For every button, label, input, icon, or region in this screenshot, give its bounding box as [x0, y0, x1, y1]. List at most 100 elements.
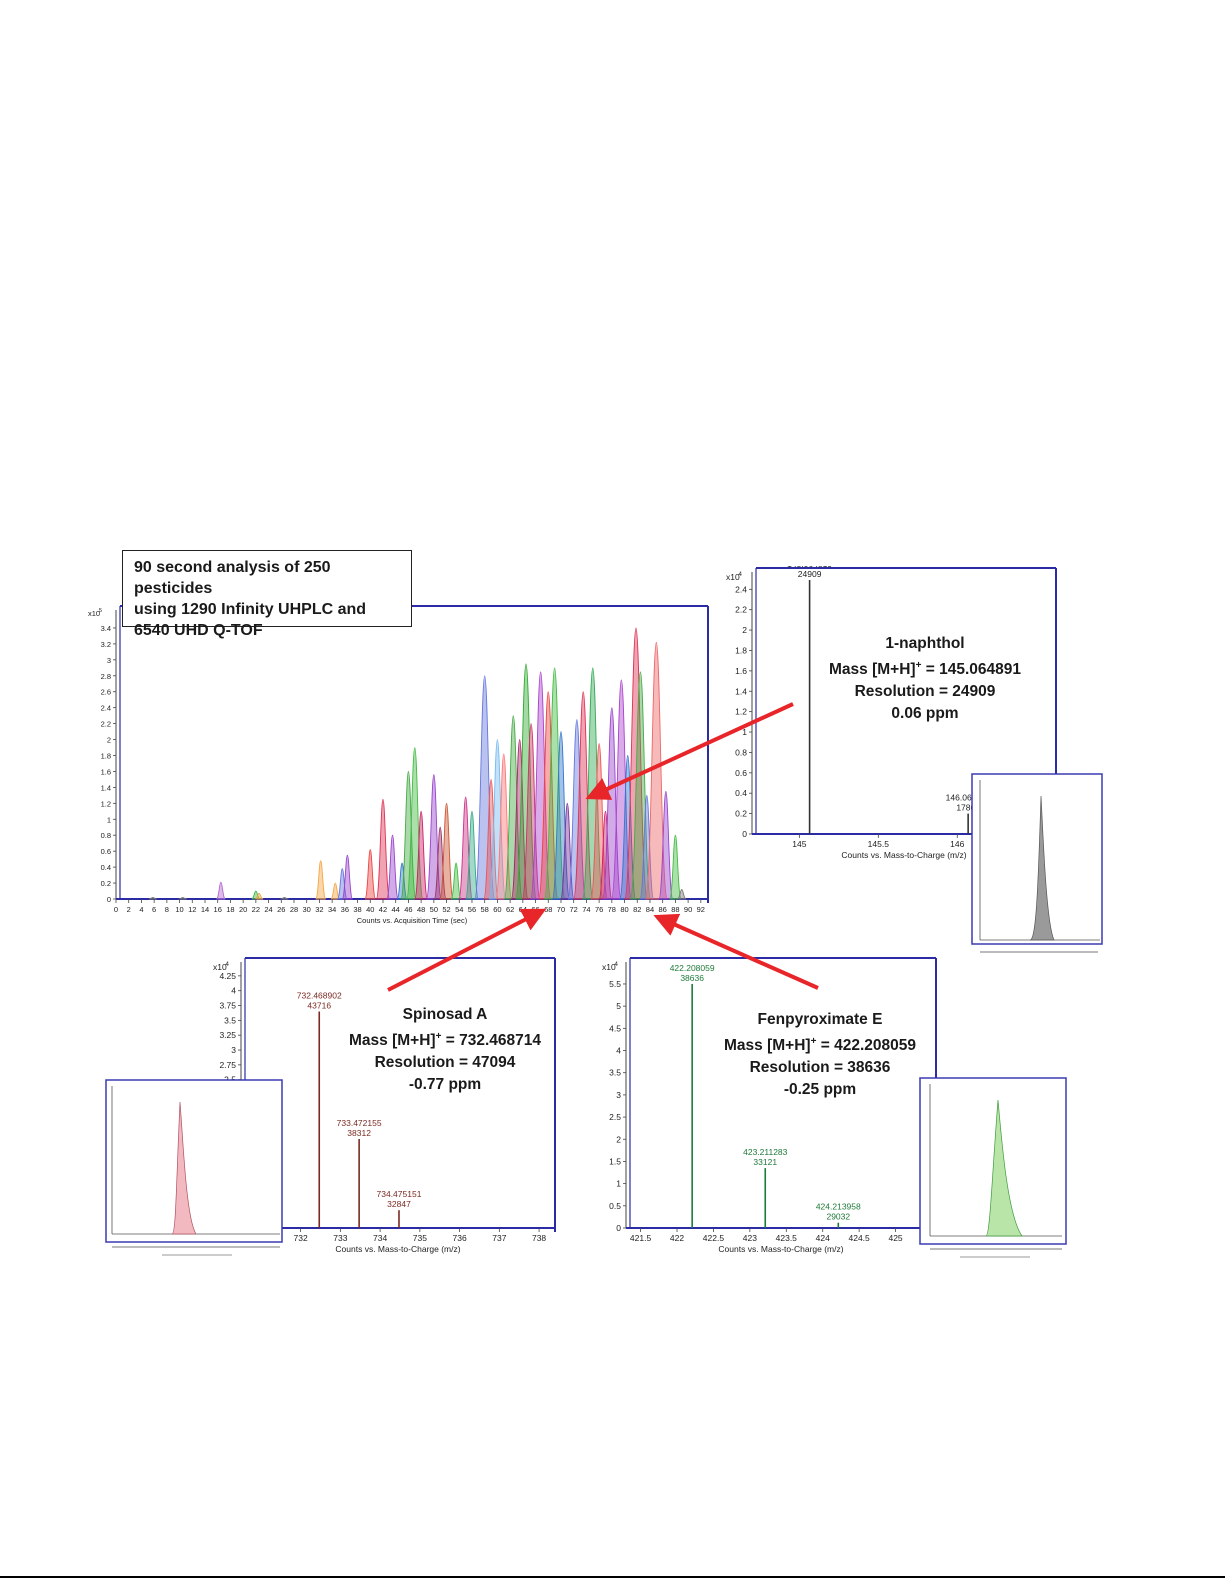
fenpyroximate-mass: Mass [M+H]+ = 422.208059	[724, 1036, 916, 1055]
x-tick-label: 738	[532, 1233, 546, 1243]
tic-peak	[567, 719, 587, 900]
y-tick-label: 3	[616, 1090, 621, 1100]
x-tick-label: 72	[570, 905, 578, 914]
x-tick-label: 2	[127, 905, 131, 914]
fenpyroximate-annotation: Fenpyroximate E Mass [M+H]+ = 422.208059…	[695, 1009, 945, 1101]
x-tick-label: 12	[188, 905, 196, 914]
y-scale-label: x10	[726, 572, 740, 582]
y-scale-exponent: 4	[738, 571, 742, 578]
x-tick-label: 8	[165, 905, 169, 914]
x-tick-label: 146	[950, 839, 964, 849]
x-tick-label: 424	[816, 1233, 830, 1243]
tic-peak	[315, 860, 327, 900]
x-tick-label: 52	[442, 905, 450, 914]
peak-resolution-label: 32847	[387, 1199, 411, 1209]
spinosad-mass: Mass [M+H]+ = 732.468714	[349, 1031, 541, 1050]
x-tick-label: 734	[373, 1233, 387, 1243]
y-tick-label: 2.2	[735, 605, 747, 615]
tic-peak	[474, 675, 496, 900]
y-tick-label: 1.8	[735, 645, 747, 655]
y-tick-label: 3	[107, 656, 111, 665]
tic-peak	[400, 770, 417, 900]
tic-peak	[254, 892, 264, 900]
tic-peak	[538, 691, 559, 900]
y-tick-label: 0.6	[101, 847, 111, 856]
spinosad-eic-inset	[105, 1079, 283, 1256]
x-tick-label: 84	[646, 905, 654, 914]
x-axis-label: Counts vs. Mass-to-Charge (m/z)	[718, 1244, 843, 1254]
y-tick-label: 2.5	[609, 1112, 621, 1122]
y-tick-label: 0.4	[101, 863, 111, 872]
x-tick-label: 82	[633, 905, 641, 914]
spinosad-annotation: Spinosad A Mass [M+H]+ = 732.468714 Reso…	[320, 1004, 570, 1096]
x-tick-label: 421.5	[630, 1233, 652, 1243]
peak-mz-label: 423.211283	[743, 1147, 788, 1157]
tic-peak	[515, 663, 537, 900]
x-axis-label: Counts vs. Mass-to-Charge (m/z)	[841, 850, 966, 860]
y-tick-label: 3.4	[101, 624, 111, 633]
x-tick-label: 22	[252, 905, 260, 914]
y-tick-label: 1.5	[609, 1156, 621, 1166]
y-tick-label: 1	[742, 727, 747, 737]
x-tick-label: 14	[201, 905, 209, 914]
y-tick-label: 3.25	[219, 1030, 236, 1040]
x-tick-label: 40	[366, 905, 374, 914]
spinosad-ppm: -0.77 ppm	[408, 1076, 482, 1094]
y-tick-label: 2	[616, 1134, 621, 1144]
tic-peak	[375, 798, 391, 900]
naphthol-ppm: 0.06 ppm	[891, 705, 959, 723]
spinosad-name: Spinosad A	[402, 1006, 488, 1023]
x-tick-label: 18	[226, 905, 234, 914]
x-tick-label: 42	[379, 905, 387, 914]
peak-mz-label: 424.213958	[816, 1202, 861, 1212]
tic-peak	[386, 834, 399, 900]
x-tick-label: 30	[303, 905, 311, 914]
y-tick-label: 3.5	[224, 1015, 236, 1025]
x-tick-label: 26	[277, 905, 285, 914]
tic-peak	[503, 715, 523, 900]
x-tick-label: 145	[792, 839, 806, 849]
y-scale-exponent: 4	[225, 961, 229, 968]
x-tick-label: 20	[239, 905, 247, 914]
y-tick-label: 3.2	[101, 640, 111, 649]
x-tick-label: 36	[341, 905, 349, 914]
x-tick-label: 50	[430, 905, 438, 914]
x-tick-label: 90	[684, 905, 692, 914]
x-tick-label: 60	[493, 905, 501, 914]
x-tick-label: 422	[670, 1233, 684, 1243]
x-tick-label: 92	[697, 905, 705, 914]
y-tick-label: 0.2	[735, 809, 747, 819]
peak-mz-label: 734.475151	[377, 1189, 422, 1199]
y-tick-label: 3.75	[219, 1001, 236, 1011]
y-tick-label: 2.75	[219, 1060, 236, 1070]
x-tick-label: 64	[519, 905, 527, 914]
peak-resolution-label: 17868	[956, 803, 980, 813]
naphthol-eic-inset	[971, 773, 1103, 953]
y-tick-label: 1.4	[101, 783, 111, 792]
x-tick-label: 737	[492, 1233, 506, 1243]
x-tick-label: 423	[743, 1233, 757, 1243]
y-tick-label: 1	[107, 815, 111, 824]
y-scale-label: x10	[213, 962, 227, 972]
y-tick-label: 2.6	[101, 688, 111, 697]
x-tick-label: 80	[620, 905, 628, 914]
tic-peak	[414, 810, 428, 900]
x-tick-label: 0	[114, 905, 118, 914]
tic-peak	[669, 834, 682, 900]
naphthol-mass: Mass [M+H]+ = 145.064891	[829, 660, 1021, 679]
x-tick-label: 16	[214, 905, 222, 914]
x-tick-label: 68	[544, 905, 552, 914]
x-tick-label: 46	[404, 905, 412, 914]
fenpyroximate-ppm: -0.25 ppm	[783, 1081, 857, 1099]
figure-caption: 90 second analysis of 250 pesticides usi…	[122, 550, 412, 639]
y-tick-label: 3.5	[609, 1068, 621, 1078]
y-tick-label: 0.8	[735, 747, 747, 757]
y-scale-label: x10	[602, 962, 616, 972]
y-tick-label: 0.6	[735, 768, 747, 778]
fenpyroximate-name: Fenpyroximate E	[757, 1011, 883, 1028]
y-tick-label: 0.5	[609, 1201, 621, 1211]
y-tick-label: 2	[107, 736, 111, 745]
fenpyroximate-resolution: Resolution = 38636	[749, 1059, 891, 1077]
peak-resolution-label: 38312	[347, 1128, 371, 1138]
